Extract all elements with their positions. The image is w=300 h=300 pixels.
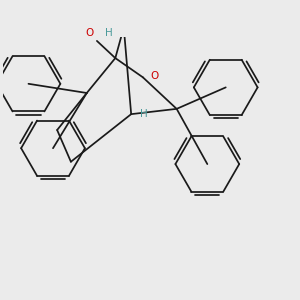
Text: H: H [140,109,148,119]
Text: H: H [105,28,112,38]
Text: O: O [85,28,94,38]
Text: O: O [150,71,158,81]
